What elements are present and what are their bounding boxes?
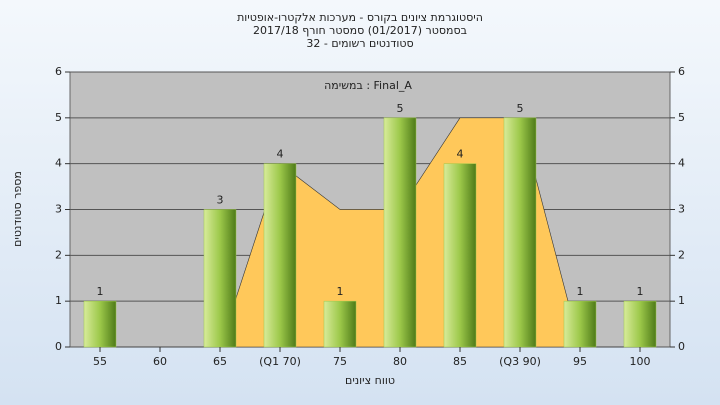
value-label: 1 (97, 285, 104, 298)
bar (383, 117, 417, 348)
title-line: סטודנטים רשומים - 32 (306, 37, 413, 50)
bar (203, 209, 237, 348)
bar (263, 163, 297, 348)
y-tick-label: 4 (55, 157, 62, 170)
y-tick-label: 0 (55, 340, 62, 353)
bar (503, 117, 537, 348)
x-tick-label: 85 (453, 355, 467, 368)
y2-tick-label: 2 (678, 248, 685, 261)
value-label: 4 (277, 148, 284, 161)
x-tick-label: 75 (333, 355, 347, 368)
x-tick-label: (Q1 70) (259, 355, 301, 368)
value-label: 1 (637, 285, 644, 298)
value-label: 4 (457, 148, 464, 161)
value-label: 1 (577, 285, 584, 298)
value-label: 5 (397, 102, 404, 115)
x-tick-label: 95 (573, 355, 587, 368)
x-tick-label: 60 (153, 355, 167, 368)
value-label: 5 (517, 102, 524, 115)
bar (83, 300, 117, 348)
value-label: 3 (217, 194, 224, 207)
y-tick-label: 1 (55, 294, 62, 307)
y2-tick-label: 3 (678, 203, 685, 216)
y-tick-label: 2 (55, 248, 62, 261)
title-line: בסמסטר (01/2017) סמסטר חורף 2017/18 (253, 24, 467, 37)
x-axis-label: טווח ציונים (345, 374, 395, 387)
bar (623, 300, 657, 348)
y-tick-label: 5 (55, 111, 62, 124)
subtitle: במשימה : Final_A (324, 79, 412, 92)
bar (443, 163, 477, 348)
bar (563, 300, 597, 348)
y-axis-label: מספר סטודנטים (11, 171, 24, 247)
y2-tick-label: 6 (678, 65, 685, 78)
x-tick-label: 100 (630, 355, 651, 368)
y2-tick-label: 1 (678, 294, 685, 307)
y2-tick-label: 0 (678, 340, 685, 353)
y2-tick-label: 5 (678, 111, 685, 124)
y2-tick-label: 4 (678, 157, 685, 170)
x-tick-label: 65 (213, 355, 227, 368)
x-tick-label: (Q3 90) (499, 355, 541, 368)
bar (323, 300, 357, 348)
title-line: היסטוגרמת ציונים בקורס - מערכות אלקטרו-א… (237, 11, 483, 24)
value-label: 1 (337, 285, 344, 298)
y-tick-label: 6 (55, 65, 62, 78)
y-tick-label: 3 (55, 203, 62, 216)
x-tick-label: 55 (93, 355, 107, 368)
x-tick-label: 80 (393, 355, 407, 368)
